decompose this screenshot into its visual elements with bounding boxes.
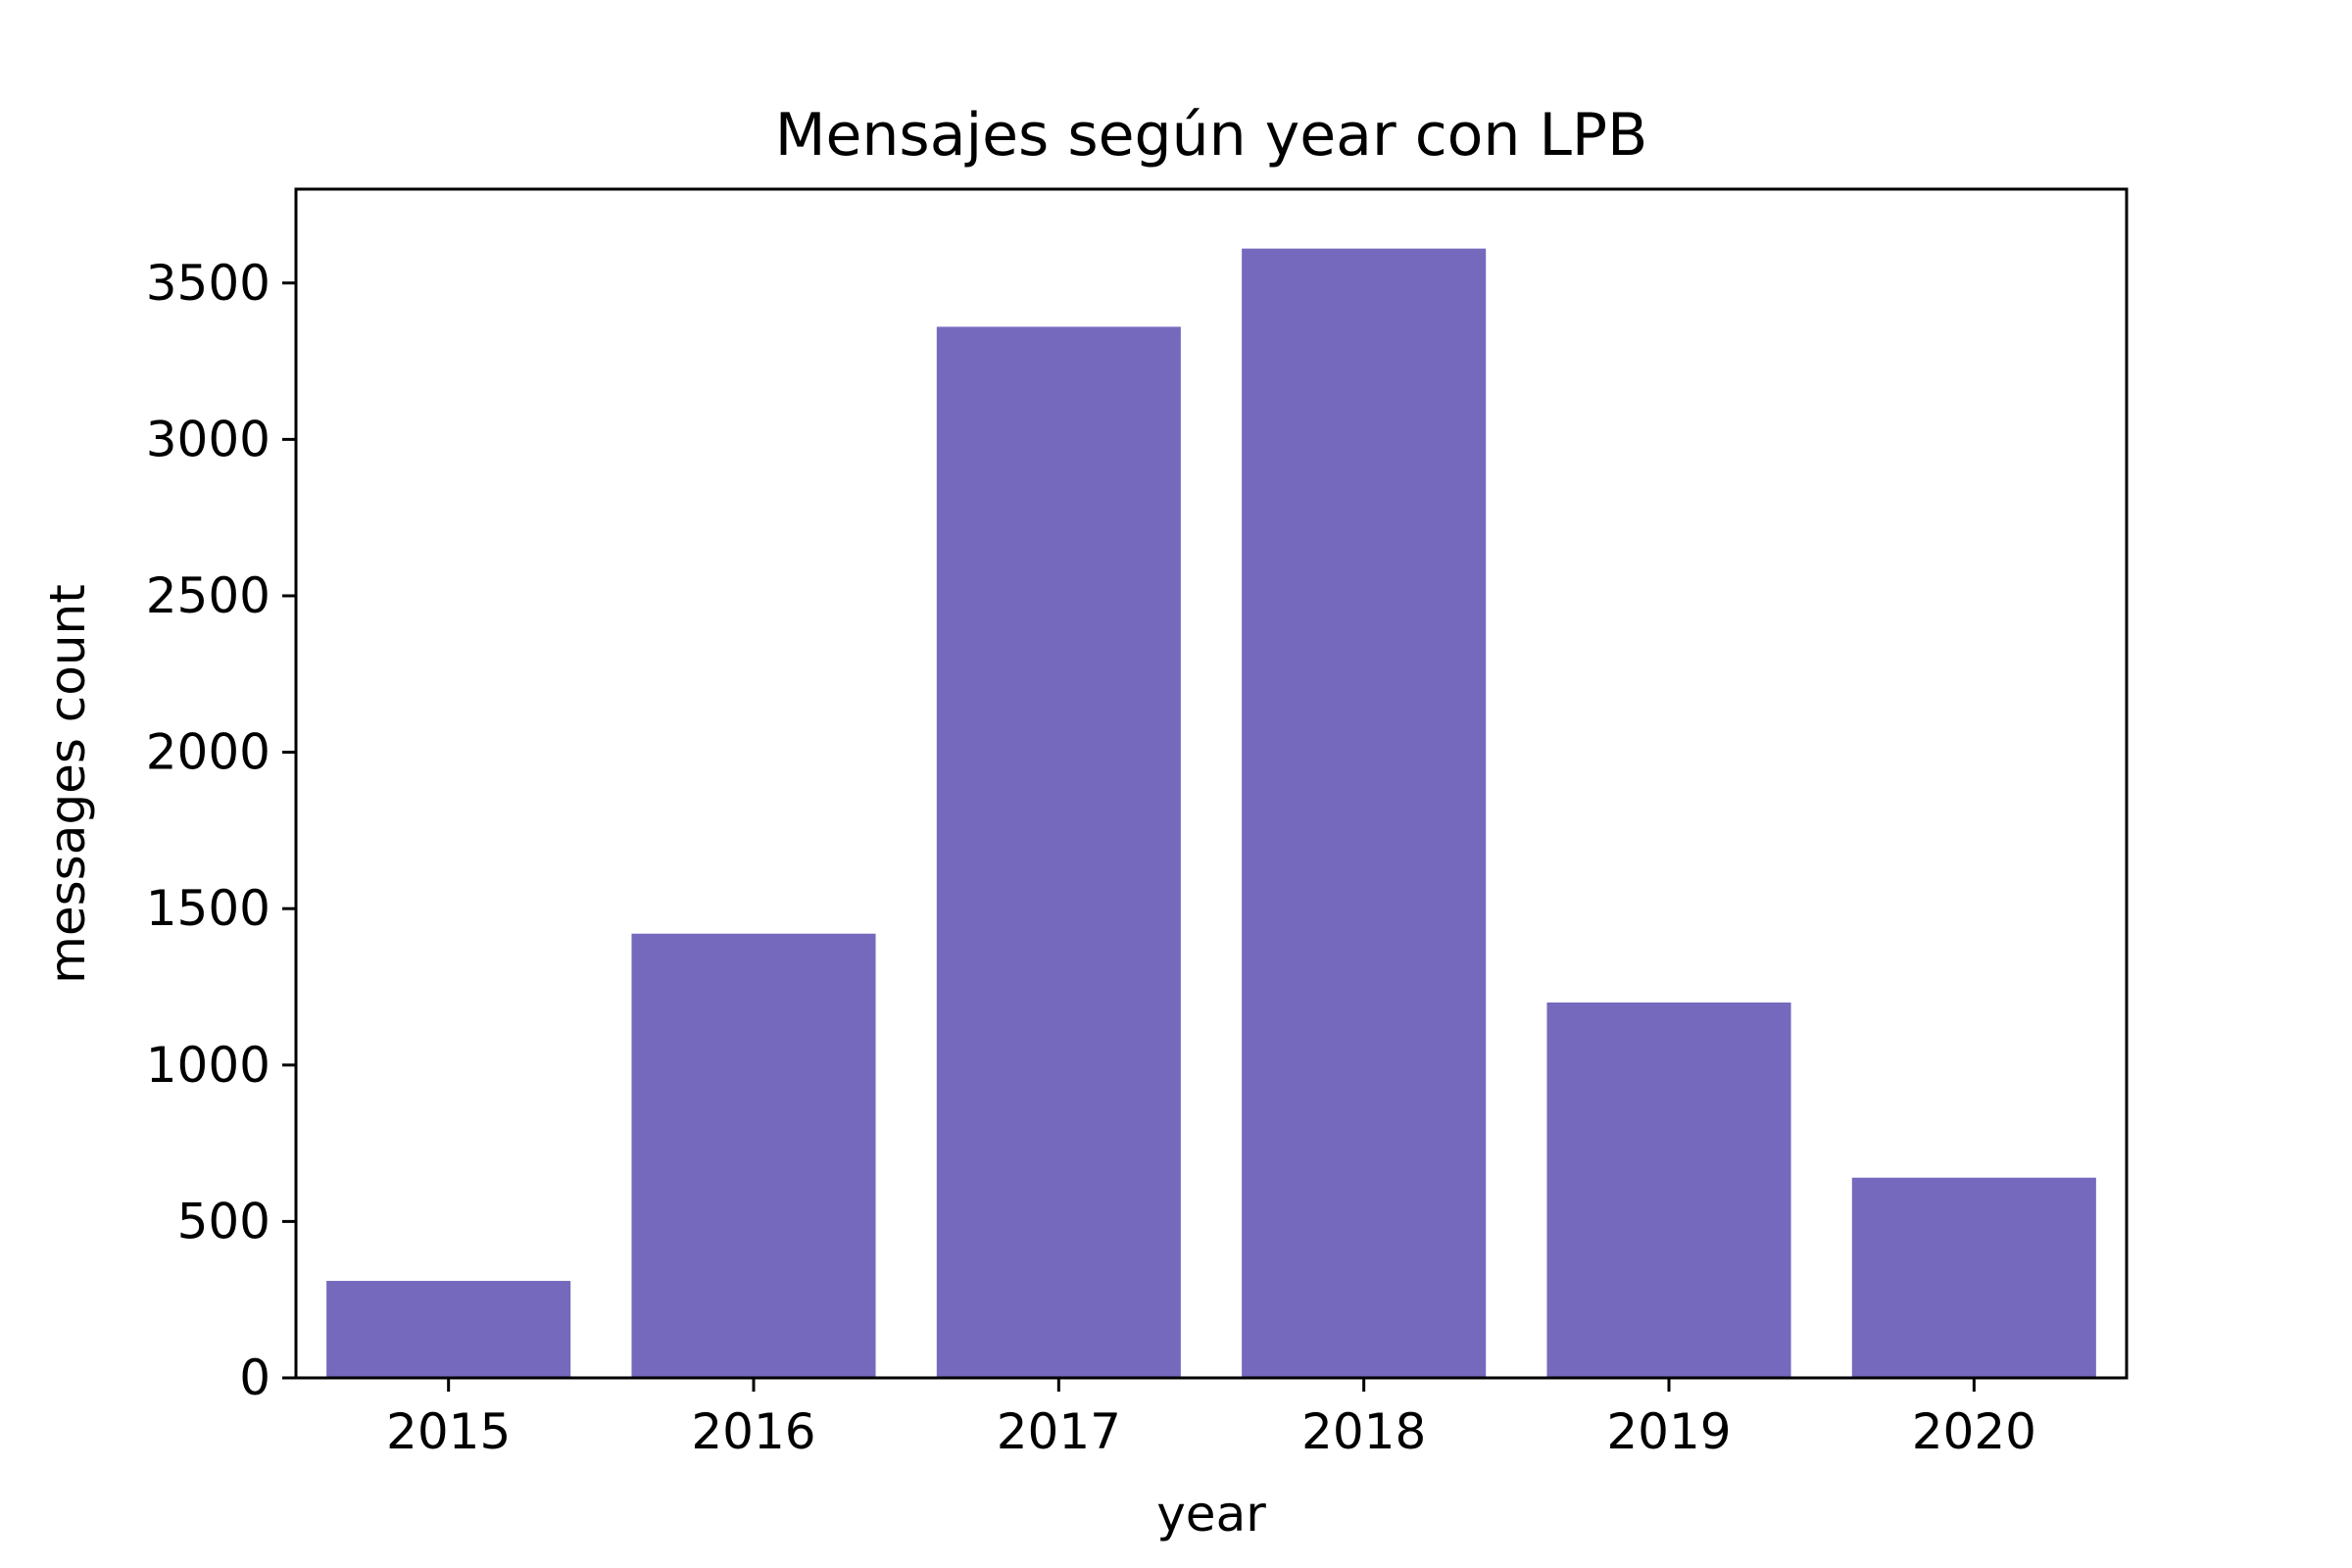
- x-tick-label: 2016: [691, 1403, 815, 1460]
- bar-2016: [631, 933, 876, 1378]
- bar-2017: [936, 326, 1181, 1379]
- y-tick-label: 2000: [146, 724, 270, 781]
- y-tick-label: 0: [239, 1349, 270, 1406]
- bar-2019: [1546, 1002, 1791, 1378]
- y-tick-label: 500: [177, 1193, 270, 1250]
- y-tick-label: 1500: [146, 880, 270, 937]
- plot-frame: [294, 187, 2129, 1380]
- bars-layer: [326, 248, 2096, 1379]
- chart-title: Mensajes según year con LPB: [775, 101, 1648, 170]
- x-tick-label: 2018: [1301, 1403, 1426, 1460]
- y-tick-label: 3500: [146, 255, 270, 312]
- y-tick-label: 2500: [146, 567, 270, 624]
- y-axis-title: messages count: [39, 584, 96, 984]
- bar-2018: [1242, 248, 1487, 1378]
- x-tick-label: 2020: [1912, 1403, 2036, 1460]
- x-tick-label: 2017: [997, 1403, 1121, 1460]
- x-axis-title: year: [1156, 1486, 1266, 1543]
- x-tick-label: 2019: [1606, 1403, 1731, 1460]
- bar-2015: [326, 1281, 571, 1378]
- y-tick-label: 3000: [146, 411, 270, 467]
- y-tick-label: 1000: [146, 1037, 270, 1094]
- x-tick-label: 2015: [386, 1403, 511, 1460]
- bar-2020: [1851, 1177, 2096, 1378]
- x-axis: 2015 2016 2017 2018 2019 2020: [386, 1378, 2036, 1460]
- y-axis: 0 500 1000 1500 2000 2500 3000 3500: [146, 255, 296, 1406]
